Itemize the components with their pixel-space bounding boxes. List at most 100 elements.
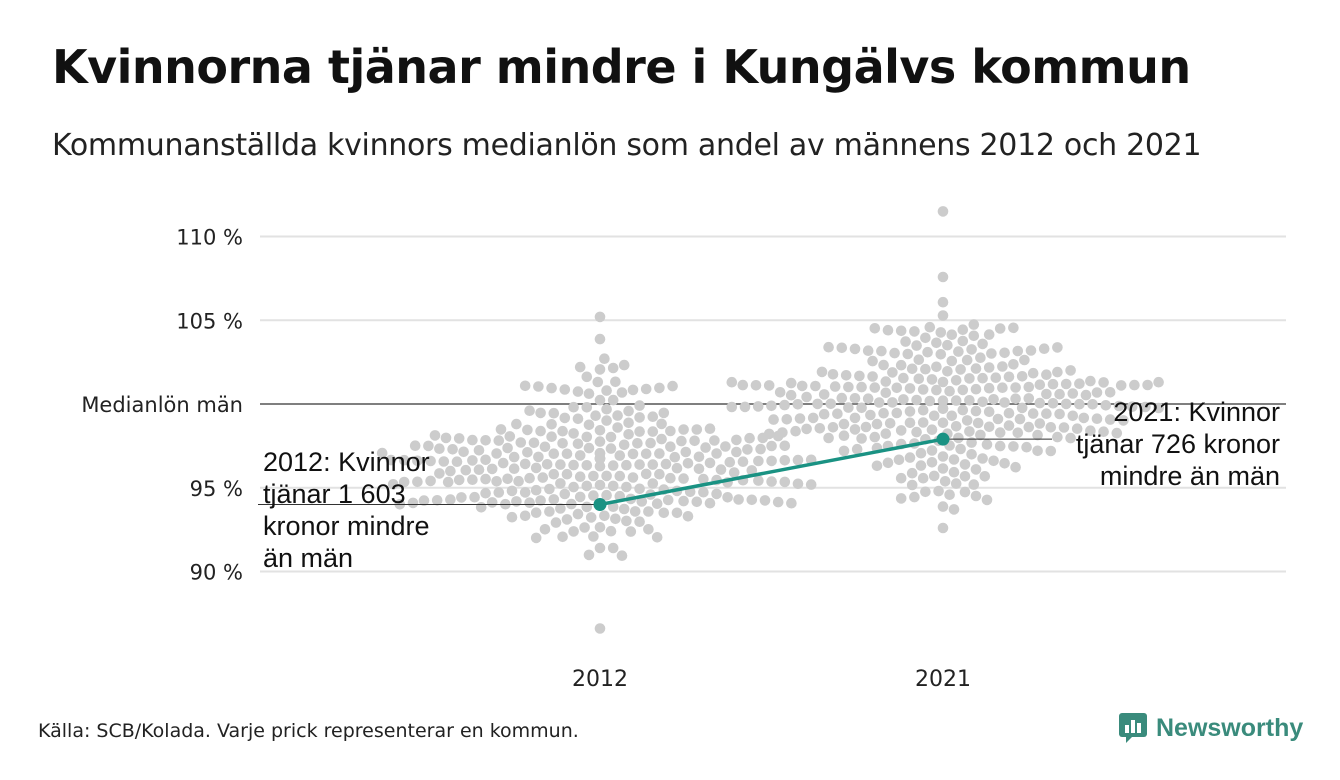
municipality-dot bbox=[480, 487, 491, 499]
municipality-dot bbox=[779, 440, 791, 452]
municipality-dot bbox=[594, 425, 606, 436]
municipality-dot bbox=[511, 496, 522, 507]
municipality-dot bbox=[961, 415, 973, 426]
municipality-dot bbox=[647, 478, 659, 489]
municipality-dot bbox=[588, 490, 599, 501]
municipality-dot bbox=[1113, 400, 1125, 412]
highlight-series-line bbox=[599, 437, 944, 507]
municipality-dot bbox=[1047, 378, 1059, 390]
municipality-dot bbox=[473, 464, 485, 476]
municipality-dot bbox=[519, 458, 531, 470]
municipality-dot bbox=[1032, 429, 1043, 441]
municipality-dot bbox=[1104, 387, 1116, 398]
municipality-dot bbox=[1142, 379, 1153, 391]
municipality-dot bbox=[766, 400, 777, 412]
municipality-dot bbox=[601, 403, 612, 415]
municipality-dot bbox=[1003, 371, 1015, 383]
municipality-dot bbox=[689, 435, 700, 447]
label-layer: 110 % 105 % Medianlön män 95 % 90 % 2012 2021 bbox=[81, 226, 971, 693]
municipality-dot bbox=[1045, 445, 1057, 457]
municipality-dot bbox=[946, 355, 958, 367]
municipality-dot bbox=[977, 372, 988, 384]
municipality-dot bbox=[530, 532, 542, 544]
municipality-dot bbox=[519, 510, 531, 522]
municipality-dot bbox=[682, 458, 694, 469]
municipality-dot bbox=[724, 456, 736, 468]
municipality-dot bbox=[453, 433, 465, 444]
municipality-dot bbox=[627, 448, 639, 460]
municipality-dot bbox=[909, 491, 920, 503]
municipality-dot bbox=[942, 339, 953, 351]
municipality-dot bbox=[581, 480, 593, 492]
municipality-dot bbox=[636, 496, 648, 507]
municipality-dot bbox=[634, 426, 645, 437]
municipality-dot bbox=[528, 437, 540, 449]
municipality-dot bbox=[651, 498, 663, 510]
municipality-dot bbox=[1100, 400, 1112, 411]
municipality-dot bbox=[937, 271, 949, 283]
municipality-dot bbox=[1023, 421, 1035, 433]
municipality-dot bbox=[904, 417, 916, 429]
municipality-dot bbox=[790, 425, 801, 437]
municipality-dot bbox=[579, 522, 590, 533]
municipality-dot bbox=[511, 418, 522, 430]
municipality-dot bbox=[662, 494, 674, 506]
municipality-dot bbox=[588, 531, 599, 542]
municipality-dot bbox=[972, 417, 984, 429]
municipality-dot bbox=[504, 431, 516, 442]
beeswarm-chart: 110 % 105 % Medianlön män 95 % 90 % 2012 2021 bbox=[81, 206, 1286, 693]
municipality-dot bbox=[568, 481, 579, 493]
x-tick-label: 2021 bbox=[915, 667, 971, 692]
municipality-dot bbox=[409, 440, 421, 452]
municipality-dot bbox=[937, 463, 949, 474]
municipality-dot bbox=[869, 323, 881, 334]
municipality-dot bbox=[583, 419, 595, 431]
municipality-dot bbox=[937, 501, 949, 512]
brand-logo[interactable]: Newsworthy bbox=[1118, 712, 1303, 744]
municipality-dot bbox=[453, 474, 465, 486]
municipality-dot bbox=[665, 425, 676, 437]
municipality-dot bbox=[640, 468, 652, 480]
municipality-dot bbox=[557, 438, 568, 449]
municipality-dot bbox=[726, 376, 738, 388]
newsworthy-logo-icon bbox=[1119, 713, 1147, 743]
municipality-dot bbox=[581, 431, 593, 443]
municipality-dot bbox=[502, 442, 513, 454]
municipality-dot bbox=[594, 447, 606, 459]
municipality-dot bbox=[1074, 398, 1085, 410]
municipality-dot bbox=[605, 525, 617, 537]
municipality-dot bbox=[942, 366, 953, 377]
municipality-dot bbox=[953, 432, 964, 444]
municipality-dot bbox=[840, 370, 852, 381]
municipality-dot bbox=[957, 404, 969, 416]
municipality-dot bbox=[917, 404, 929, 416]
annotation-2012-line: tjänar 1 603 bbox=[263, 479, 406, 509]
municipality-dot bbox=[618, 503, 630, 515]
municipality-dot bbox=[660, 458, 672, 470]
municipality-dot bbox=[561, 468, 573, 480]
municipality-dot bbox=[711, 488, 722, 500]
municipality-dot bbox=[1091, 413, 1103, 425]
highlight-point bbox=[936, 432, 950, 446]
municipality-dot bbox=[601, 385, 612, 396]
municipality-dot bbox=[856, 402, 867, 414]
municipality-dot bbox=[581, 402, 593, 413]
municipality-dot bbox=[658, 507, 670, 519]
municipality-dot bbox=[438, 456, 450, 467]
municipality-dot bbox=[792, 399, 804, 410]
municipality-dot bbox=[937, 417, 949, 429]
municipality-dot bbox=[1045, 422, 1057, 433]
dots-layer bbox=[376, 206, 1164, 634]
municipality-dot bbox=[937, 451, 949, 462]
municipality-dot bbox=[1126, 401, 1138, 413]
municipality-dot bbox=[920, 486, 931, 498]
municipality-dot bbox=[506, 485, 518, 497]
municipality-dot bbox=[856, 381, 867, 393]
municipality-dot bbox=[895, 425, 907, 436]
municipality-dot bbox=[387, 479, 399, 490]
municipality-dot bbox=[599, 353, 610, 365]
municipality-dot bbox=[865, 409, 876, 421]
municipality-dot bbox=[491, 476, 502, 487]
municipality-dot bbox=[750, 380, 762, 391]
municipality-dot bbox=[618, 439, 630, 451]
